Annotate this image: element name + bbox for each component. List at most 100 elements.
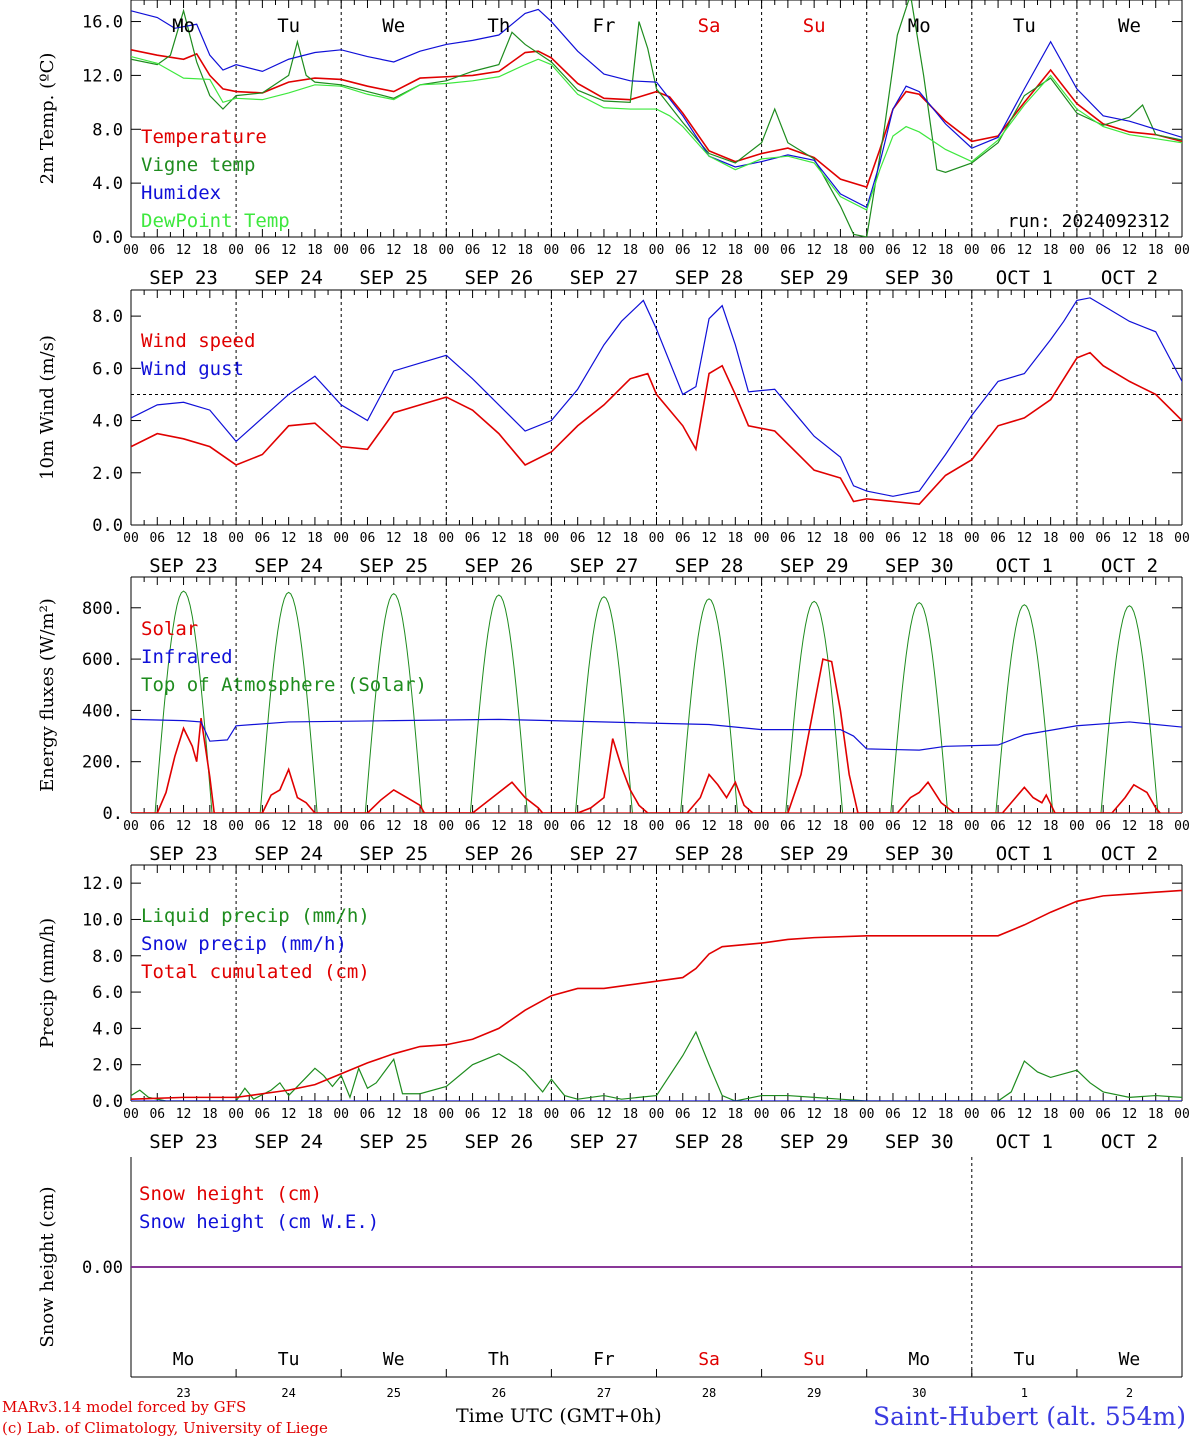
hour-tick-label: 12 xyxy=(281,243,297,258)
date-label: SEP 25 xyxy=(359,555,428,577)
weekday-label: Mo xyxy=(172,15,195,37)
hour-tick-label: 12 xyxy=(491,819,507,834)
hour-tick-label: 12 xyxy=(386,243,402,258)
hour-tick-label: 12 xyxy=(911,531,927,546)
meteogram: 00 06 12 18 00 06 12 18 00 06 12 18 00 06 12 18 00 06 12 18… xyxy=(37,0,1190,1400)
hour-tick-label: 00 xyxy=(333,1107,349,1122)
hour-tick-label: 00 xyxy=(228,1107,244,1122)
hour-tick-label: 18 xyxy=(938,1107,954,1122)
date-label: SEP 23 xyxy=(149,267,218,289)
panel-energy xyxy=(130,576,1183,814)
y-tick-label: 12.0 xyxy=(82,66,123,86)
hour-tick-label: 00 xyxy=(123,819,139,834)
date-label: OCT 1 xyxy=(996,555,1053,577)
hour-tick-label: 06 xyxy=(990,243,1006,258)
hour-tick-label: 06 xyxy=(360,1107,376,1122)
hour-tick-label: 06 xyxy=(675,819,691,834)
weekday-label: We xyxy=(1119,1349,1141,1370)
hour-tick-label: 06 xyxy=(885,1107,901,1122)
series-toa-solar xyxy=(259,591,318,813)
legend-entry: DewPoint Temp xyxy=(141,210,290,232)
day-number-label: 26 xyxy=(492,1386,506,1400)
day-number-label: 30 xyxy=(912,1386,926,1400)
series-toa-solar xyxy=(890,602,949,813)
legend-entry: Vigne temp xyxy=(141,154,255,176)
weekday-label: Sa xyxy=(698,15,721,37)
hour-tick-label: 12 xyxy=(1122,819,1138,834)
hour-tick-label: 18 xyxy=(833,243,849,258)
hour-tick-label: 00 xyxy=(1069,531,1085,546)
weekday-label: Su xyxy=(803,15,826,37)
legend-entry: Liquid precip (mm/h) xyxy=(141,905,370,927)
hour-tick-label: 06 xyxy=(780,531,796,546)
series-toa-solar xyxy=(785,600,844,813)
hour-tick-label: 12 xyxy=(491,1107,507,1122)
y-tick-label: 16.0 xyxy=(82,13,123,33)
hour-tick-label: 00 xyxy=(544,1107,560,1122)
hour-tick-label: 12 xyxy=(596,531,612,546)
hour-tick-label: 06 xyxy=(885,819,901,834)
date-label: SEP 30 xyxy=(885,1131,954,1153)
date-label: SEP 23 xyxy=(149,843,218,865)
date-label: SEP 29 xyxy=(780,1131,849,1153)
date-label: OCT 1 xyxy=(996,1131,1053,1153)
date-label: SEP 27 xyxy=(570,1131,639,1153)
hour-tick-label: 18 xyxy=(412,531,428,546)
hour-tick-label: 00 xyxy=(964,1107,980,1122)
hour-tick-label: 06 xyxy=(465,819,481,834)
hour-tick-label: 12 xyxy=(1122,1107,1138,1122)
hour-tick-label: 18 xyxy=(307,1107,323,1122)
hour-tick-label: 00 xyxy=(1174,819,1190,834)
hour-tick-label: 18 xyxy=(727,819,743,834)
hour-tick-label: 06 xyxy=(780,1107,796,1122)
hour-tick-label: 18 xyxy=(1148,531,1164,546)
hour-tick-label: 12 xyxy=(911,819,927,834)
copyright-credit: (c) Lab. of Climatology, University of L… xyxy=(2,1419,328,1437)
hour-tick-label: 06 xyxy=(255,1107,271,1122)
date-label: SEP 30 xyxy=(885,555,954,577)
hour-tick-label: 06 xyxy=(255,531,271,546)
weekday-label: Tu xyxy=(1014,1349,1036,1370)
legend-entry: Infrared xyxy=(141,646,233,668)
series-liquid-precip-mm-h- xyxy=(131,1030,1182,1101)
hour-tick-label: 00 xyxy=(1174,531,1190,546)
hour-tick-label: 18 xyxy=(1043,243,1059,258)
date-label: SEP 30 xyxy=(885,267,954,289)
hour-tick-label: 12 xyxy=(281,819,297,834)
day-number-label: 29 xyxy=(807,1386,821,1400)
hour-tick-label: 00 xyxy=(649,243,665,258)
weekday-label: Tu xyxy=(277,15,300,37)
plot-area xyxy=(131,889,1182,1101)
date-label: SEP 26 xyxy=(465,1131,534,1153)
hour-tick-label: 00 xyxy=(859,243,875,258)
hour-tick-label: 06 xyxy=(149,819,165,834)
weekday-label: Th xyxy=(487,15,510,37)
date-label: SEP 28 xyxy=(675,267,744,289)
hour-tick-label: 18 xyxy=(517,243,533,258)
hour-tick-label: 06 xyxy=(149,1107,165,1122)
hour-tick-label: 06 xyxy=(465,243,481,258)
hour-tick-label: 00 xyxy=(544,819,560,834)
series-toa-solar xyxy=(574,596,633,813)
series-toa-solar xyxy=(364,593,423,813)
hour-tick-label: 18 xyxy=(1043,531,1059,546)
date-label: SEP 29 xyxy=(780,843,849,865)
date-label: SEP 28 xyxy=(675,1131,744,1153)
legend-entry: Temperature xyxy=(141,126,267,148)
date-label: SEP 28 xyxy=(675,555,744,577)
hour-tick-label: 00 xyxy=(649,531,665,546)
series-total-cumulated-cm- xyxy=(131,889,1182,1100)
legend-entry: Snow precip (mm/h) xyxy=(141,933,347,955)
hour-tick-label: 18 xyxy=(517,1107,533,1122)
y-tick-label: 10.0 xyxy=(82,910,123,930)
legend-entry: Top of Atmosphere (Solar) xyxy=(141,674,427,696)
y-tick-label: 6.0 xyxy=(92,359,123,379)
date-label: SEP 24 xyxy=(254,555,323,577)
date-label: SEP 29 xyxy=(780,555,849,577)
hour-tick-label: 18 xyxy=(727,531,743,546)
hour-tick-label: 00 xyxy=(649,819,665,834)
hour-tick-label: 06 xyxy=(360,531,376,546)
y-tick-label: 4.0 xyxy=(92,1019,123,1039)
hour-tick-label: 06 xyxy=(675,531,691,546)
hour-tick-label: 12 xyxy=(1017,243,1033,258)
